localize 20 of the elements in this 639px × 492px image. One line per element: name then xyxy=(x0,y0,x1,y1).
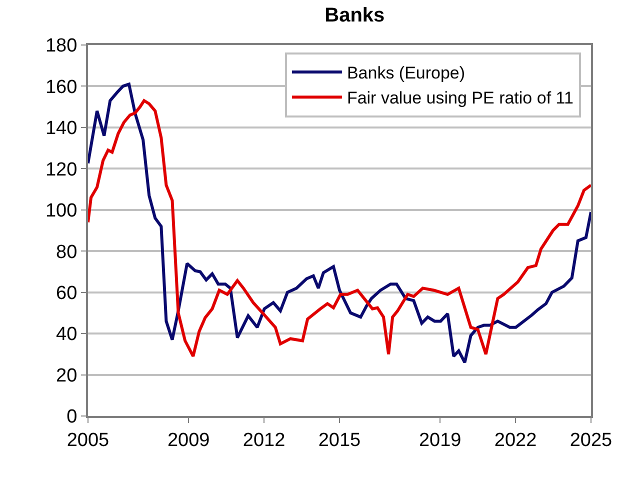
x-tick-label: 2015 xyxy=(318,430,361,451)
y-tick-label: 0 xyxy=(66,406,78,428)
chart-title: Banks xyxy=(324,4,385,26)
y-tick-label: 180 xyxy=(45,36,78,57)
y-tick-label: 140 xyxy=(45,118,78,140)
x-tick-label: 2009 xyxy=(167,430,210,451)
y-tick-label: 160 xyxy=(45,76,78,98)
y-tick-label: 120 xyxy=(45,159,78,180)
y-tick-label: 40 xyxy=(56,324,78,346)
legend-label: Fair value using PE ratio of 11 xyxy=(346,88,574,108)
x-tick-label: 2022 xyxy=(494,430,537,451)
x-tick-label: 2019 xyxy=(418,430,462,451)
legend-label: Banks (Europe) xyxy=(346,64,466,83)
x-tick-label: 2025 xyxy=(570,430,612,451)
y-tick-label: 80 xyxy=(56,242,78,263)
x-tick-label: 2012 xyxy=(242,430,286,451)
y-tick-label: 100 xyxy=(45,200,78,222)
y-tick-label: 20 xyxy=(56,365,78,386)
x-tick-label: 2005 xyxy=(66,430,110,451)
y-tick-label: 60 xyxy=(56,282,78,304)
